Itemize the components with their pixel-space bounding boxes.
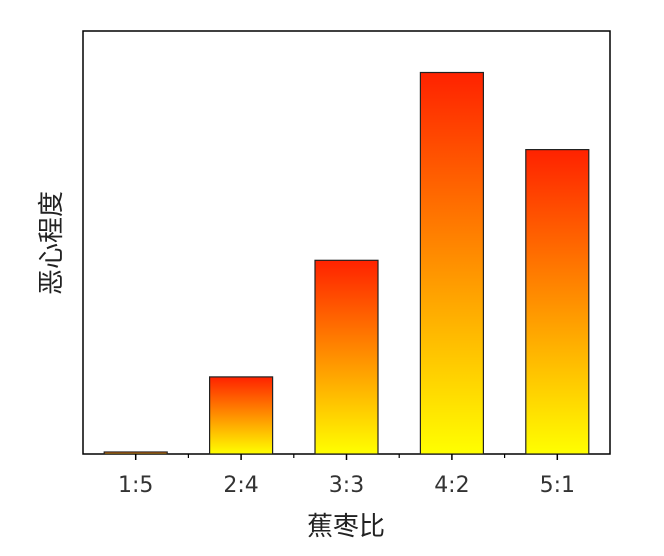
x-axis-title: 蕉枣比 (307, 512, 385, 542)
bars-layer (103, 71, 590, 455)
bar-4-2 (419, 71, 484, 455)
bar-2-4 (209, 376, 274, 455)
bar-5-1 (525, 149, 590, 455)
y-axis-title: 恶心程度 (37, 191, 67, 295)
x-tick-labels-layer: 1:5 2:4 3:3 4:2 5:1 (118, 473, 575, 498)
x-tick-label: 1:5 (118, 473, 153, 498)
x-ticks-layer (134, 454, 559, 460)
bar-3-3 (314, 259, 379, 455)
x-tick-label: 5:1 (540, 473, 575, 498)
x-tick-label: 3:3 (329, 473, 364, 498)
x-tick-label: 2:4 (223, 473, 258, 498)
bar-1-5 (103, 451, 168, 455)
x-tick-label: 4:2 (434, 473, 469, 498)
